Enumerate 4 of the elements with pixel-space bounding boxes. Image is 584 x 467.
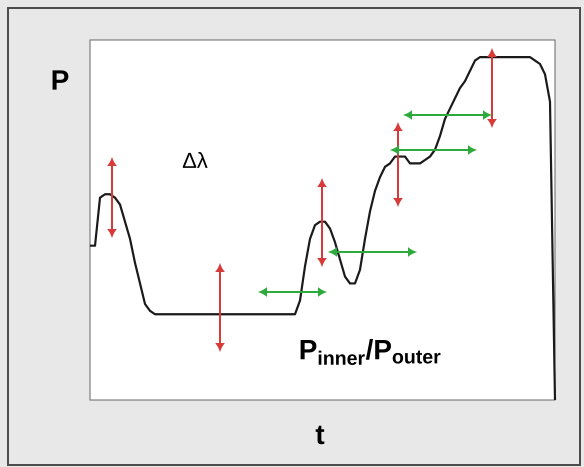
y-axis-title: P [52,70,68,90]
annotation: Δλ [182,152,208,168]
text: P$_{inner}$/P$_{outer}$ [300,338,440,365]
x-axis-title: t [316,426,324,444]
